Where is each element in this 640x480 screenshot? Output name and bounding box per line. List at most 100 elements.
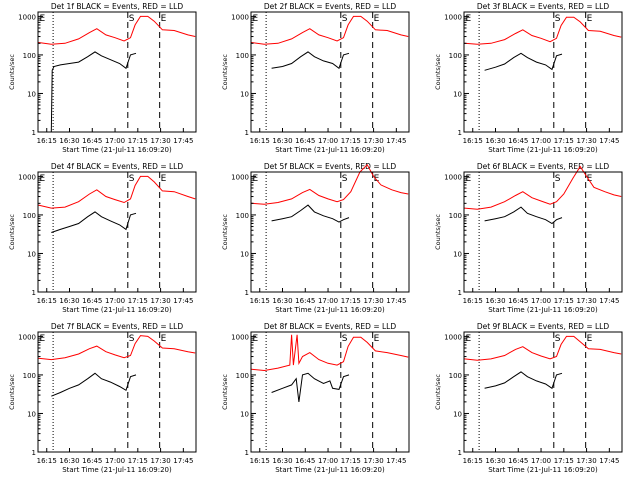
x-axis-label: Start Time (21-Jul-11 16:09:20): [62, 146, 172, 154]
series-line-red: [251, 163, 409, 205]
y-tick-label: 100: [449, 212, 462, 220]
x-axis-label: Start Time (21-Jul-11 16:09:20): [62, 466, 172, 474]
marker-label: E: [587, 334, 593, 344]
plot-frame: [463, 11, 623, 133]
x-tick-label: 17:30: [150, 297, 170, 305]
plot-frame: [37, 331, 197, 453]
series-line-black: [50, 51, 137, 133]
series-line-black: [51, 211, 137, 233]
x-tick-label: 17:30: [576, 457, 596, 465]
panel-3: Det 3f BLACK = Events, RED = LLD S E E 1 10 10…: [434, 2, 623, 154]
plot-frame: [250, 11, 410, 133]
plot-frame: [250, 171, 410, 293]
x-tick-label: 17:30: [363, 297, 383, 305]
x-tick-label: 17:45: [599, 457, 619, 465]
x-tick-label: 17:30: [150, 457, 170, 465]
x-tick-label: 16:45: [508, 137, 528, 145]
marker-label: E: [374, 334, 380, 344]
x-tick-label: 16:45: [295, 297, 315, 305]
x-tick-label: 16:15: [250, 297, 270, 305]
series-line-red: [251, 334, 409, 372]
x-axis-label: Start Time (21-Jul-11 16:09:20): [275, 146, 385, 154]
marker-label: E: [253, 334, 259, 344]
panel-2: Det 2f BLACK = Events, RED = LLD S E E 1 10 10…: [221, 2, 410, 154]
panel-title: Det 5f BLACK = Events, RED = LLD: [264, 162, 397, 171]
y-tick-label: 1: [458, 129, 462, 137]
marker-label: E: [40, 174, 46, 184]
x-axis-label: Start Time (21-Jul-11 16:09:20): [275, 306, 385, 314]
marker-label: E: [587, 14, 593, 24]
x-axis-label: Start Time (21-Jul-11 16:09:20): [488, 306, 598, 314]
series-line-black: [271, 372, 350, 402]
x-tick-label: 17:15: [554, 297, 574, 305]
series-line-red: [464, 16, 622, 45]
y-tick-label: 1000: [18, 333, 36, 341]
x-tick-label: 17:15: [341, 457, 361, 465]
x-tick-label: 16:30: [272, 137, 292, 145]
x-tick-label: 17:15: [341, 297, 361, 305]
y-tick-label: 100: [236, 372, 249, 380]
x-tick-label: 17:15: [128, 457, 148, 465]
y-tick-label: 10: [453, 250, 462, 258]
x-tick-label: 16:30: [59, 297, 79, 305]
y-tick-label: 10: [453, 90, 462, 98]
series-line-red: [38, 335, 196, 361]
x-tick-label: 17:00: [318, 297, 338, 305]
x-tick-label: 17:30: [576, 137, 596, 145]
panel-1: Det 1f BLACK = Events, RED = LLD S E E 1 10 10…: [8, 2, 197, 154]
marker-label: E: [587, 174, 593, 184]
x-tick-label: 17:00: [105, 457, 125, 465]
x-tick-label: 16:30: [59, 137, 79, 145]
panel-title: Det 4f BLACK = Events, RED = LLD: [51, 162, 184, 171]
y-tick-label: 1000: [444, 173, 462, 181]
plot-frame: [250, 331, 410, 453]
y-axis-label: Counts/sec: [8, 54, 16, 90]
series-line-black: [484, 371, 563, 390]
y-tick-label: 1000: [444, 333, 462, 341]
series-line-black: [51, 372, 137, 397]
marker-label: S: [555, 14, 561, 24]
panel-7: Det 7f BLACK = Events, RED = LLD S E E 1 10 10…: [8, 322, 197, 474]
y-tick-label: 1000: [231, 333, 249, 341]
series-line-red: [38, 175, 196, 209]
marker-label: S: [129, 334, 135, 344]
marker-label: S: [555, 334, 561, 344]
x-tick-label: 16:15: [37, 457, 57, 465]
marker-label: E: [466, 14, 472, 24]
x-tick-label: 17:15: [554, 457, 574, 465]
y-tick-label: 10: [27, 410, 36, 418]
y-tick-label: 10: [27, 90, 36, 98]
y-tick-label: 1: [32, 449, 36, 457]
y-tick-label: 100: [23, 52, 36, 60]
series-line-red: [464, 335, 622, 361]
marker-label: S: [129, 14, 135, 24]
x-tick-label: 17:45: [599, 137, 619, 145]
y-axis-label: Counts/sec: [434, 214, 442, 250]
y-tick-label: 1: [245, 449, 249, 457]
y-axis-label: Counts/sec: [221, 374, 229, 410]
y-tick-label: 10: [453, 410, 462, 418]
x-tick-label: 17:45: [386, 457, 406, 465]
marker-label: S: [342, 14, 348, 24]
panel-title: Det 8f BLACK = Events, RED = LLD: [264, 322, 397, 331]
marker-label: E: [253, 174, 259, 184]
x-tick-label: 17:30: [150, 137, 170, 145]
x-axis-label: Start Time (21-Jul-11 16:09:20): [488, 466, 598, 474]
y-tick-label: 1: [245, 289, 249, 297]
x-tick-label: 16:45: [508, 457, 528, 465]
x-tick-label: 16:15: [463, 137, 483, 145]
x-tick-label: 17:45: [173, 457, 193, 465]
marker-label: E: [161, 14, 167, 24]
x-tick-label: 17:30: [363, 137, 383, 145]
y-tick-label: 1000: [231, 173, 249, 181]
marker-label: E: [374, 14, 380, 24]
x-tick-label: 17:00: [531, 457, 551, 465]
series-line-red: [251, 15, 409, 45]
marker-label: E: [40, 14, 46, 24]
marker-label: S: [342, 334, 348, 344]
x-tick-label: 16:15: [463, 297, 483, 305]
y-tick-label: 1: [32, 289, 36, 297]
series-line-red: [38, 15, 196, 45]
x-tick-label: 17:15: [554, 137, 574, 145]
panel-title: Det 1f BLACK = Events, RED = LLD: [51, 2, 184, 11]
